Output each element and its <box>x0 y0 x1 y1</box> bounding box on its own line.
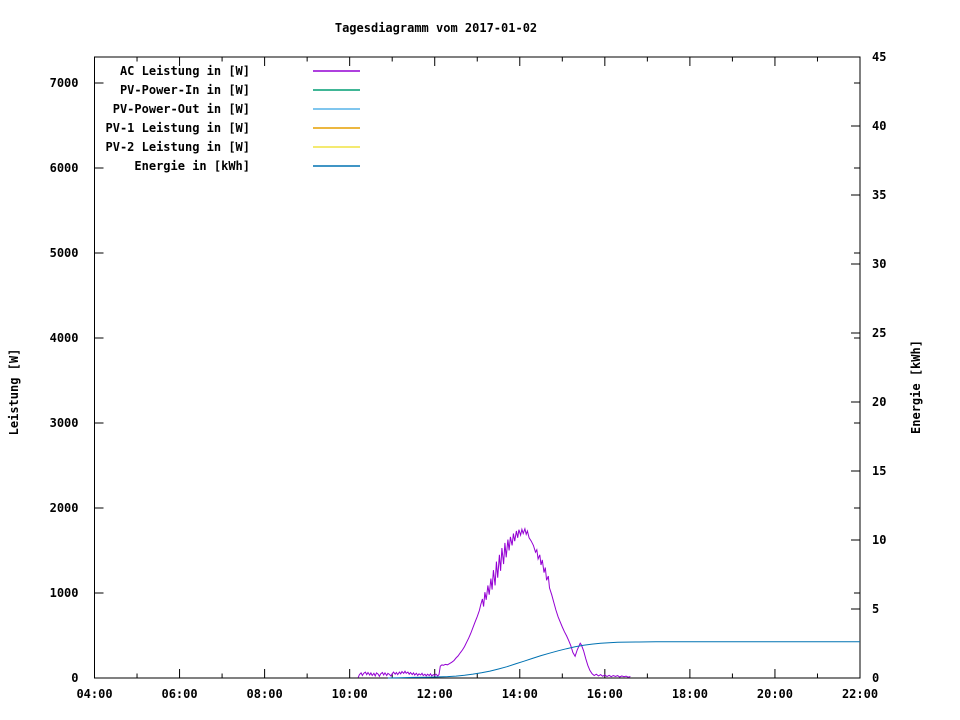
y1-tick-label: 3000 <box>50 416 79 430</box>
y1-tick-label: 6000 <box>50 161 79 175</box>
y2-tick-label: 25 <box>872 326 886 340</box>
y2-tick-label: 40 <box>872 119 886 133</box>
y1-tick-label: 0 <box>71 671 78 685</box>
chart-title: Tagesdiagramm vom 2017-01-02 <box>334 21 538 35</box>
y2-tick-label: 5 <box>872 602 879 616</box>
y2-axis-label: Energie [kWh] <box>909 340 923 434</box>
legend-label: Energie in [kWh] <box>134 159 250 173</box>
y1-tick-label: 1000 <box>50 586 79 600</box>
y2-tick-label: 45 <box>872 50 886 64</box>
y2-tick-label: 35 <box>872 188 886 202</box>
x-tick-label: 06:00 <box>161 687 197 701</box>
x-tick-label: 20:00 <box>757 687 793 701</box>
x-tick-label: 04:00 <box>76 687 112 701</box>
x-tick-label: 10:00 <box>332 687 368 701</box>
x-tick-label: 12:00 <box>417 687 453 701</box>
legend-label: PV-Power-In in [W] <box>120 83 250 97</box>
y2-tick-label: 20 <box>872 395 886 409</box>
y1-tick-label: 5000 <box>50 246 79 260</box>
series-curve <box>387 641 860 679</box>
legend-label: PV-2 Leistung in [W] <box>106 140 251 154</box>
y2-tick-label: 15 <box>872 464 886 478</box>
x-tick-label: 14:00 <box>502 687 538 701</box>
x-tick-label: 08:00 <box>247 687 283 701</box>
x-tick-label: 22:00 <box>842 687 878 701</box>
y2-tick-label: 10 <box>872 533 886 547</box>
y1-axis-label: Leistung [W] <box>7 348 21 436</box>
y1-tick-label: 2000 <box>50 501 79 515</box>
x-tick-label: 18:00 <box>672 687 708 701</box>
y2-tick-label: 30 <box>872 257 886 271</box>
x-tick-label: 16:00 <box>587 687 623 701</box>
legend-label: PV-Power-Out in [W] <box>113 102 250 116</box>
legend-label: PV-1 Leistung in [W] <box>106 121 251 135</box>
y1-tick-label: 4000 <box>50 331 79 345</box>
legend-label: AC Leistung in [W] <box>120 64 250 78</box>
y1-tick-label: 7000 <box>50 76 79 90</box>
y2-tick-label: 0 <box>872 671 879 685</box>
series-curve <box>357 527 631 678</box>
